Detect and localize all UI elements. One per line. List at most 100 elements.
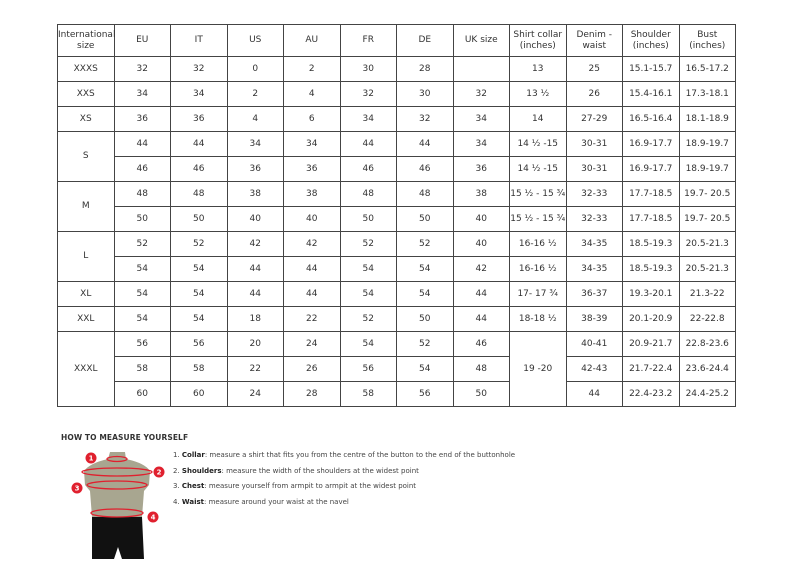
table-cell: 28 [396,56,454,82]
table-cell: 44 [170,131,228,157]
table-cell: 40 [452,206,510,232]
table-cell: 13 ½ [509,81,567,107]
table-cell: 30-31 [565,131,623,157]
table-row: 54 54 44 44 54 54 42 16-16 ½ 34-35 18.5-19.3 20.5-… [58,256,736,282]
table-cell: 38-39 [565,306,623,332]
table-cell: 48 [113,181,171,207]
table-cell: 22 [283,306,341,332]
table-cell: 32-33 [565,181,623,207]
table-cell: 18.1-18.9 [678,106,736,132]
table-cell: 4 [226,106,284,132]
table-cell: 23.6-24.4 [678,356,736,382]
table-cell: 36 [283,156,341,182]
table-cell: 38 [452,181,510,207]
international-size-cell: XL [57,281,115,307]
table-cell: 34 [113,81,171,107]
table-cell: 60 [170,381,228,407]
table-cell: 22-22.8 [678,306,736,332]
table-cell: 19.7- 20.5 [678,181,736,207]
table-cell: 52 [396,231,454,257]
table-cell: 38 [226,181,284,207]
table-cell: 22.8-23.6 [678,331,736,357]
table-cell: 52 [339,306,397,332]
table-cell: 17.7-18.5 [622,181,680,207]
table-cell: 20.1-20.9 [622,306,680,332]
table-cell: 34-35 [565,231,623,257]
marker-4-icon [147,511,159,523]
table-cell: 44 [113,131,171,157]
table-cell: 50 [452,381,510,407]
table-cell: 27-29 [565,106,623,132]
table-cell: 52 [339,231,397,257]
table-cell: 44 [226,256,284,282]
table-cell: 24 [283,331,341,357]
table-cell: 18.9-19.7 [678,131,736,157]
table-cell: 14 ½ -15 [509,156,567,182]
table-cell: 20.5-21.3 [678,256,736,282]
international-size-cell: XXL [57,306,115,332]
table-cell: 52 [113,231,171,257]
measurement-steps: 1. Collar: measure a shirt that fits you… [173,451,515,513]
table-cell: 32 [452,81,510,107]
table-cell: 56 [339,356,397,382]
table-cell: 18.5-19.3 [622,256,680,282]
table-cell: 22 [226,356,284,382]
table-cell: 0 [226,56,284,82]
marker-icons [71,452,165,523]
table-cell: 32 [339,81,397,107]
table-cell: 46 [113,156,171,182]
table-cell: 40 [226,206,284,232]
table-row: 46 46 36 36 46 46 36 14 ½ -15 30-31 16.9-17.7 18.9… [58,156,736,182]
table-cell: 15 ½ - 15 ¾ [509,181,567,207]
table-cell: 48 [452,356,510,382]
table-cell: 16.9-17.7 [622,131,680,157]
table-cell: 44 [452,306,510,332]
table-cell: 54 [170,256,228,282]
table-cell: 48 [339,181,397,207]
table-cell: 15 ½ - 15 ¾ [509,206,567,232]
how-to-measure-title: HOW TO MEASURE YOURSELF [61,433,189,442]
table-cell: 36 [113,106,171,132]
column-header: Shirt collar (inches) [509,24,567,57]
table-cell: 6 [283,106,341,132]
table-cell: 54 [396,281,454,307]
table-cell: 36-37 [565,281,623,307]
table-cell: 44 [396,131,454,157]
table-cell: 54 [170,281,228,307]
table-cell: 58 [113,356,171,382]
table-cell: 54 [396,356,454,382]
table-cell: 30-31 [565,156,623,182]
table-cell: 32-33 [565,206,623,232]
table-cell: 34 [226,131,284,157]
table-cell: 36 [170,106,228,132]
table-cell: 4 [283,81,341,107]
table-cell: 42 [283,231,341,257]
table-cell: 17- 17 ¾ [509,281,567,307]
table-cell: 26 [565,81,623,107]
table-cell: 32 [170,56,228,82]
table-cell: 20 [226,331,284,357]
table-cell: 26 [283,356,341,382]
table-cell: 32 [396,106,454,132]
table-cell: 18 [226,306,284,332]
table-row: M 48 48 38 38 48 48 38 15 ½ - 15 ¾ 32-33 17.7-18.5… [57,181,736,232]
table-cell: 54 [339,331,397,357]
column-header: IT [170,24,228,57]
column-header: EU [113,24,171,57]
table-cell: 16-16 ½ [509,256,567,282]
table-row: XXL 54 54 18 22 52 50 44 18-18 ½ 38-39 20.1-20.9 22… [57,306,736,332]
table-cell: 54 [113,281,171,307]
table-cell: 50 [339,206,397,232]
table-cell: 38 [283,181,341,207]
international-size-cell: XXXL [57,331,115,407]
international-size-cell: XS [57,106,115,132]
international-size-cell: M [57,181,115,232]
table-cell: 60 [113,381,171,407]
table-cell: 44 [226,281,284,307]
table-row: L 52 52 42 42 52 52 40 16-16 ½ 34-35 18.5-19.3 20.5… [57,231,736,282]
table-cell [452,56,510,82]
torso-measurement-figure: 1 2 3 4 [71,452,165,559]
column-header: AU [283,24,341,57]
table-cell: 30 [396,81,454,107]
table-cell: 50 [113,206,171,232]
